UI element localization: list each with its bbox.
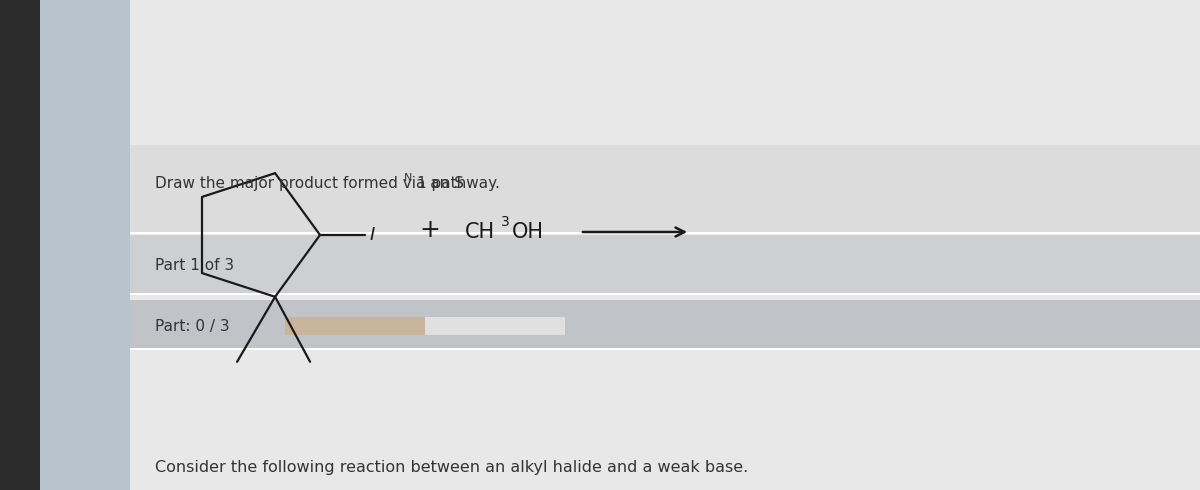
Bar [130,145,1200,232]
FancyArrowPatch shape [583,227,684,237]
Bar [286,317,565,335]
Bar [286,317,425,335]
Text: Consider the following reaction between an alkyl halide and a weak base.: Consider the following reaction between … [155,460,749,475]
Bar [130,235,1200,295]
Bar [40,0,130,490]
Text: CH: CH [466,222,496,242]
Text: 1 pathway.: 1 pathway. [418,175,500,191]
Bar [130,348,1200,350]
Text: +: + [420,218,440,242]
Text: Draw the major product formed via an S: Draw the major product formed via an S [155,175,464,191]
Bar [130,293,1200,295]
Text: OH: OH [512,222,544,242]
Text: 3: 3 [502,215,510,229]
Text: Part: 0 / 3: Part: 0 / 3 [155,318,229,334]
Bar [130,300,1200,350]
Text: N: N [404,173,413,183]
Bar [130,232,1200,234]
Text: I: I [370,226,376,244]
Bar [0,0,40,490]
Bar [130,145,1200,490]
Text: Part 1 of 3: Part 1 of 3 [155,258,234,272]
